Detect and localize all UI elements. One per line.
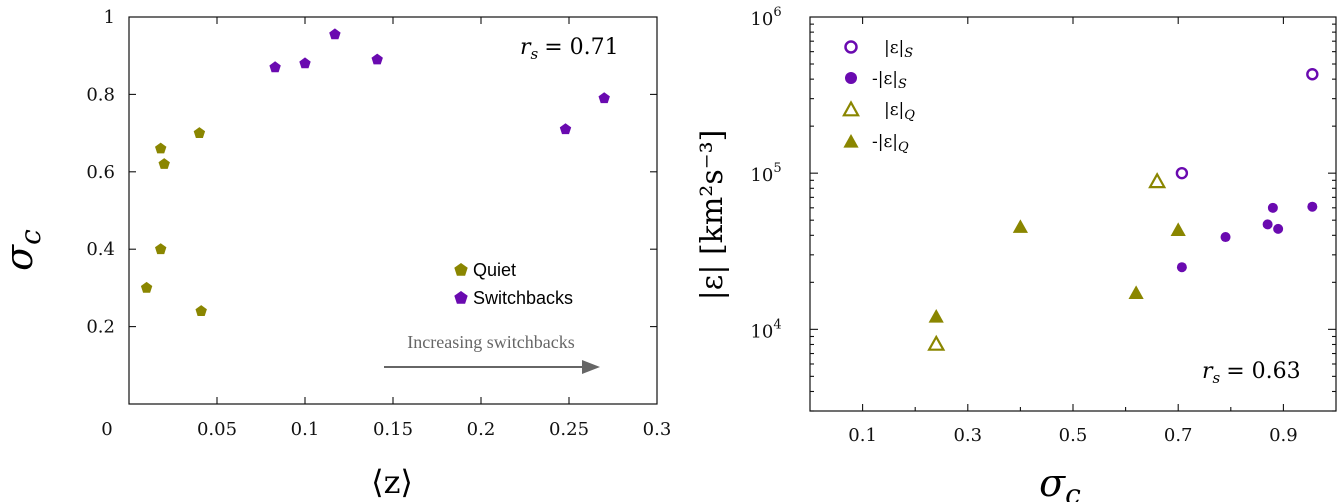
legend-neg-eps-q-marker xyxy=(843,134,859,148)
left-y-tick-label: 0.8 xyxy=(86,84,115,105)
left-y-tick-label: 0.6 xyxy=(86,162,115,183)
eps-s-point xyxy=(1175,166,1189,180)
right-y-tick-label: 105 xyxy=(750,161,781,186)
right-x-tick-label: 0.7 xyxy=(1164,425,1193,446)
eps-s-point xyxy=(1306,68,1319,81)
left-x-tick-label: 0 xyxy=(101,419,112,440)
right-x-axis-label: σc xyxy=(1039,461,1081,502)
left-chart: 0 0.05 0.1 0.15 0.2 0.25 0.3 0.2 0.4 0.6 0.8 1 σc ⟨… xyxy=(0,7,671,501)
quiet-point xyxy=(158,158,170,169)
neg-eps-q-point xyxy=(1012,219,1028,233)
switchback-point xyxy=(299,57,311,69)
switchback-point xyxy=(371,53,383,65)
right-y-axis-label: |ε| [km²s⁻³] xyxy=(695,130,730,301)
legend-quiet-label: Quiet xyxy=(473,260,516,280)
left-x-tick-label: 0.05 xyxy=(197,419,237,440)
legend-switchbacks-marker xyxy=(454,291,468,304)
neg-eps-s-point xyxy=(1262,219,1273,230)
legend-neg-eps-s-label: -|ε|S xyxy=(872,69,907,92)
switchback-point xyxy=(269,61,281,73)
switchback-point xyxy=(559,123,572,135)
neg-eps-s-point xyxy=(1176,262,1187,273)
left-plot-frame xyxy=(128,16,658,405)
neg-eps-q-point xyxy=(928,308,944,323)
right-x-tick-label: 0.1 xyxy=(848,425,877,446)
arrow-label: Increasing switchbacks xyxy=(407,332,574,352)
left-x-tick-label: 0.1 xyxy=(291,419,320,440)
legend-eps-q-label: |ε|Q xyxy=(884,100,915,123)
left-x-tick-label: 0.15 xyxy=(373,419,413,440)
legend-switchbacks-label: Switchbacks xyxy=(473,288,573,308)
left-y-axis-label: σc xyxy=(0,229,47,271)
neg-eps-q-point xyxy=(1128,285,1144,299)
neg-eps-s-point xyxy=(1273,223,1284,234)
right-x-tick-label: 0.9 xyxy=(1269,425,1298,446)
neg-eps-s-point xyxy=(1307,201,1318,212)
legend-eps-s-label: |ε|S xyxy=(884,38,913,61)
quiet-point xyxy=(155,243,167,255)
switchback-point xyxy=(598,92,610,104)
right-chart: 0.1 0.3 0.5 0.7 0.9 104 105 106 |ε| [km²s⁻³] σc… xyxy=(695,5,1337,502)
quiet-point xyxy=(155,142,167,154)
left-x-tick-label: 0.3 xyxy=(643,419,672,440)
legend-quiet-marker xyxy=(454,263,468,276)
quiet-point xyxy=(193,127,206,138)
left-ticks: 0 0.05 0.1 0.15 0.2 0.25 0.3 0.2 0.4 0.6 0.8 1 xyxy=(86,7,671,440)
legend-eps-s-marker xyxy=(844,40,858,54)
left-x-tick-label: 0.25 xyxy=(549,419,589,440)
left-x-axis-label: ⟨z⟩ xyxy=(371,463,413,501)
eps-q-point xyxy=(927,334,946,351)
left-y-tick-label: 0.2 xyxy=(86,317,115,338)
right-x-tick-label: 0.5 xyxy=(1059,425,1088,446)
right-ticks: 0.1 0.3 0.5 0.7 0.9 104 105 106 xyxy=(750,5,1336,446)
left-y-tick-label: 1 xyxy=(104,7,115,28)
legend-neg-eps-s-marker xyxy=(845,72,857,84)
legend-eps-q-marker xyxy=(842,100,860,117)
right-y-tick-label: 104 xyxy=(750,317,781,342)
neg-eps-s-point xyxy=(1220,232,1231,243)
quiet-point xyxy=(140,281,153,293)
right-y-tick-label: 106 xyxy=(750,5,781,30)
arrow-head xyxy=(582,360,600,374)
switchback-point xyxy=(329,28,341,40)
neg-eps-q-point xyxy=(1170,222,1186,236)
left-rs-annotation: rs = 0.71 xyxy=(520,35,619,63)
left-legend: Quiet Switchbacks xyxy=(454,260,573,308)
left-x-tick-label: 0.2 xyxy=(467,419,496,440)
right-rs-annotation: rs = 0.63 xyxy=(1202,359,1301,387)
right-x-tick-label: 0.3 xyxy=(953,425,982,446)
legend-neg-eps-q-label: -|ε|Q xyxy=(872,132,909,155)
eps-q-point xyxy=(1148,172,1167,189)
left-y-tick-label: 0.4 xyxy=(86,239,115,260)
quiet-point xyxy=(195,305,207,316)
right-legend: |ε|S -|ε|S |ε|Q -|ε|Q xyxy=(842,38,915,155)
right-points xyxy=(927,68,1319,351)
left-points xyxy=(140,28,610,316)
neg-eps-s-point xyxy=(1267,202,1278,213)
